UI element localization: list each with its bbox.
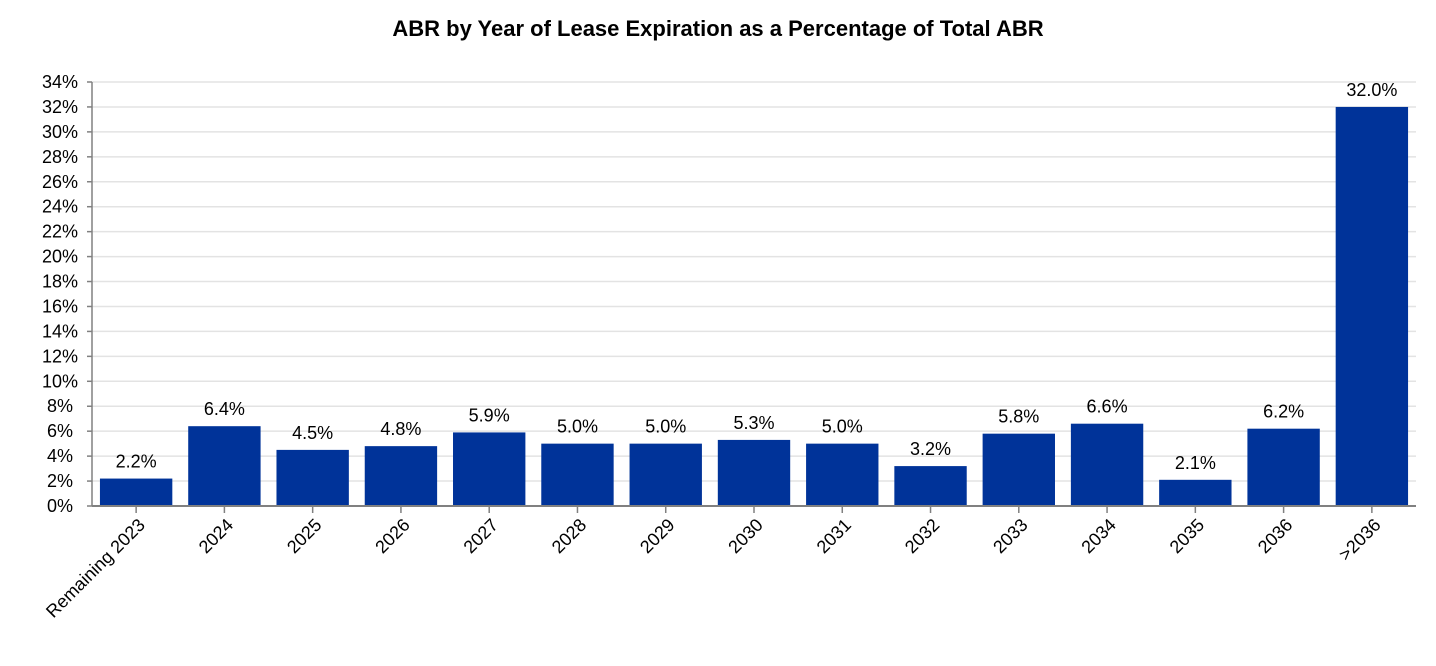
x-tick-label: 2025 xyxy=(283,515,325,557)
data-label: 5.0% xyxy=(557,417,598,437)
y-tick-label: 20% xyxy=(42,247,78,267)
y-tick-label: 28% xyxy=(42,147,78,167)
y-tick-label: 10% xyxy=(42,371,78,391)
y-tick-label: 8% xyxy=(47,396,73,416)
bar xyxy=(982,433,1055,506)
bar xyxy=(1335,106,1409,507)
data-label: 6.2% xyxy=(1263,402,1304,422)
y-tick-label: 24% xyxy=(42,197,78,217)
x-tick-label: 2036 xyxy=(1254,515,1296,557)
data-labels: 2.2% 6.4% 4.5% 4.8% 5.9% 5.0% 5.0% 5.3% 5.0% 3.2%… xyxy=(116,80,1398,473)
x-tick-label: 2034 xyxy=(1077,515,1119,557)
data-label: 5.3% xyxy=(733,413,774,433)
y-tick-label: 18% xyxy=(42,272,78,292)
y-tick-label: 34% xyxy=(42,72,78,92)
x-tick-label: 2035 xyxy=(1166,515,1208,557)
bars xyxy=(99,106,1409,507)
data-label: 4.5% xyxy=(292,423,333,443)
y-axis-ticks: 0% 2% 4% 6% 8% 10% 12% 14% 16% 18% 20% 22% 24% 26% 28%… xyxy=(42,72,92,516)
x-tick-label: 2024 xyxy=(195,515,237,557)
bar xyxy=(188,426,261,506)
y-tick-label: 22% xyxy=(42,222,78,242)
data-label: 3.2% xyxy=(910,439,951,459)
bar xyxy=(99,478,173,506)
data-label: 6.4% xyxy=(204,399,245,419)
bar xyxy=(1070,423,1144,506)
x-tick-label: 2028 xyxy=(548,515,590,557)
x-tick-label: 2026 xyxy=(371,515,413,557)
bar xyxy=(453,432,526,506)
y-tick-label: 2% xyxy=(47,471,73,491)
x-tick-label: 2032 xyxy=(901,515,943,557)
bar xyxy=(276,449,349,506)
y-tick-label: 14% xyxy=(42,321,78,341)
bar xyxy=(629,443,702,506)
data-label: 32.0% xyxy=(1346,80,1397,100)
y-tick-label: 4% xyxy=(47,446,73,466)
x-tick-label: 2027 xyxy=(460,515,502,557)
x-tick-label: 2033 xyxy=(989,515,1031,557)
y-tick-label: 0% xyxy=(47,496,73,516)
x-tick-label: >2036 xyxy=(1335,515,1385,565)
data-label: 5.0% xyxy=(645,417,686,437)
data-label: 6.6% xyxy=(1087,397,1128,417)
bar xyxy=(894,466,967,506)
y-tick-label: 30% xyxy=(42,122,78,142)
bar xyxy=(541,443,614,506)
x-tick-label: 2029 xyxy=(636,515,678,557)
y-tick-label: 6% xyxy=(47,421,73,441)
gridlines xyxy=(92,81,1416,482)
bar xyxy=(806,443,879,506)
data-label: 2.1% xyxy=(1175,453,1216,473)
x-tick-label: 2030 xyxy=(724,515,766,557)
x-tick-label: Remaining 2023 xyxy=(42,515,149,622)
bar xyxy=(1247,428,1320,506)
y-tick-label: 26% xyxy=(42,172,78,192)
data-label: 4.8% xyxy=(380,419,421,439)
chart-title: ABR by Year of Lease Expiration as a Per… xyxy=(392,16,1044,41)
x-axis-ticks: Remaining 2023 2024 2025 2026 2027 2028 2029 20… xyxy=(42,506,1385,622)
bar xyxy=(1159,479,1232,506)
y-tick-label: 12% xyxy=(42,346,78,366)
data-label: 5.8% xyxy=(998,407,1039,427)
data-label: 5.0% xyxy=(822,417,863,437)
data-label: 5.9% xyxy=(469,405,510,425)
x-tick-label: 2031 xyxy=(813,515,855,557)
y-tick-label: 32% xyxy=(42,97,78,117)
y-tick-label: 16% xyxy=(42,296,78,316)
data-label: 2.2% xyxy=(116,452,157,472)
bar xyxy=(364,446,438,506)
bar xyxy=(717,439,791,506)
